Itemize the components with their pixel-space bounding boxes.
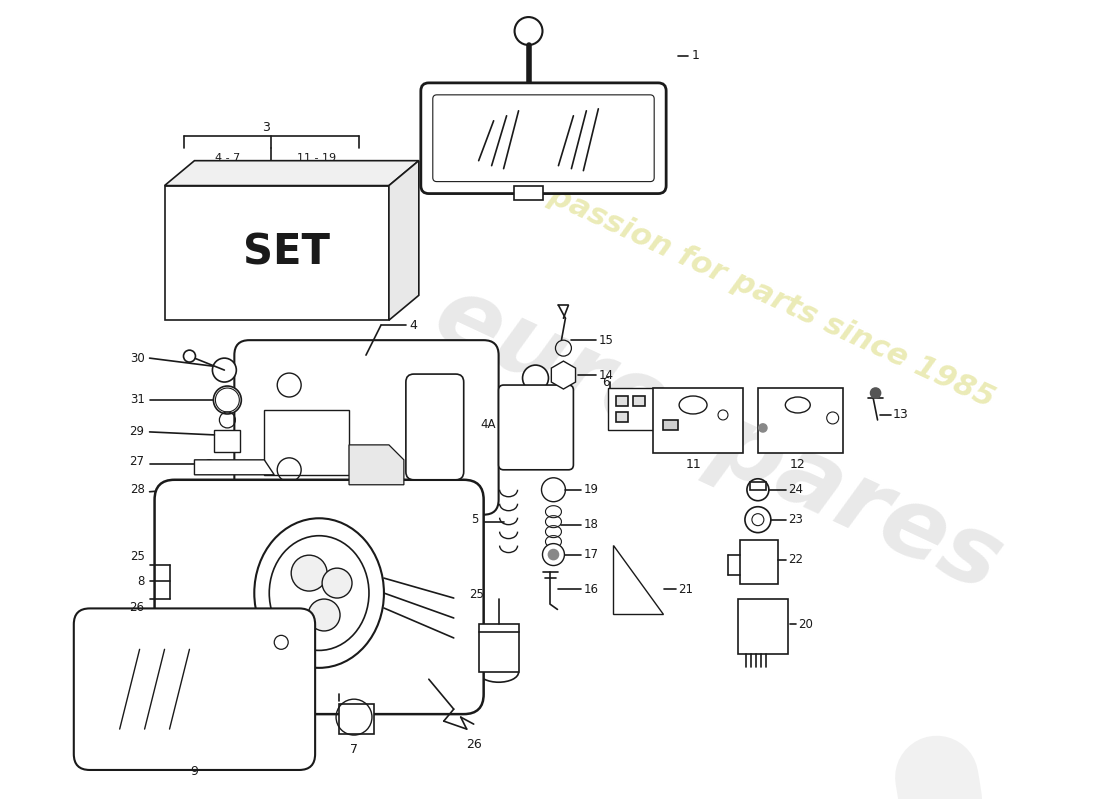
Text: 13: 13 [892,409,909,422]
Text: 19: 19 [583,483,598,496]
Bar [738,599,788,654]
Text: 25: 25 [130,550,144,563]
Circle shape [549,550,559,559]
Bar [165,186,389,320]
Polygon shape [349,445,404,485]
FancyBboxPatch shape [74,609,315,770]
Bar [740,540,778,585]
Polygon shape [165,161,419,186]
FancyBboxPatch shape [498,385,573,470]
Circle shape [870,388,881,398]
FancyBboxPatch shape [155,480,484,714]
Bar [634,396,646,406]
Text: 16: 16 [583,583,598,596]
Circle shape [759,424,767,432]
Text: eurospares: eurospares [419,268,1016,612]
Bar [214,430,240,452]
Text: 12: 12 [790,458,805,471]
Text: 4: 4 [410,318,418,332]
Bar [264,410,349,474]
Text: 30: 30 [130,352,144,365]
Circle shape [292,555,327,591]
Circle shape [308,599,340,631]
Text: 6: 6 [603,375,611,389]
Text: 9: 9 [190,766,198,778]
Circle shape [322,568,352,598]
Text: 26: 26 [130,601,144,614]
Bar [616,412,628,422]
Text: 4A: 4A [480,418,496,431]
Text: 17: 17 [583,548,598,561]
Bar [608,388,663,430]
Bar [339,704,374,734]
Circle shape [747,478,769,501]
Text: 14: 14 [598,369,614,382]
FancyBboxPatch shape [406,374,464,480]
Bar [663,420,678,430]
Text: 23: 23 [788,513,803,526]
Text: 24: 24 [788,483,803,496]
Polygon shape [195,460,274,474]
Bar [478,624,518,672]
Text: 11: 11 [685,458,701,471]
Circle shape [542,544,564,566]
Circle shape [541,478,565,502]
Circle shape [184,350,196,362]
Bar [520,86,537,94]
Circle shape [429,450,439,460]
Bar [758,388,843,453]
Text: 29: 29 [130,426,144,438]
Polygon shape [389,161,419,320]
Circle shape [213,386,241,414]
Circle shape [522,365,549,391]
Text: 26: 26 [465,738,482,750]
Text: 28: 28 [130,483,144,496]
Text: 8: 8 [138,575,144,588]
Text: 31: 31 [130,394,144,406]
Bar [514,186,543,199]
Bar [653,388,742,453]
Text: 11 - 19: 11 - 19 [297,153,336,162]
Text: 18: 18 [583,518,598,531]
FancyBboxPatch shape [234,340,498,514]
Text: 27: 27 [130,455,144,468]
Text: 5: 5 [471,513,478,526]
Bar [750,482,766,490]
Text: 3: 3 [262,122,271,134]
Circle shape [212,358,236,382]
Text: 1: 1 [692,50,700,62]
Text: 7: 7 [350,742,358,755]
FancyBboxPatch shape [421,83,667,194]
Text: SET: SET [243,231,330,274]
Text: 21: 21 [678,583,693,596]
Bar [616,396,628,406]
Polygon shape [614,545,663,614]
Text: 22: 22 [788,553,803,566]
Text: 20: 20 [798,618,813,631]
Text: 25: 25 [470,588,484,601]
Text: 15: 15 [598,334,613,346]
Circle shape [515,17,542,45]
Text: a passion for parts since 1985: a passion for parts since 1985 [516,167,1000,413]
Text: 4 - 7: 4 - 7 [214,153,240,162]
